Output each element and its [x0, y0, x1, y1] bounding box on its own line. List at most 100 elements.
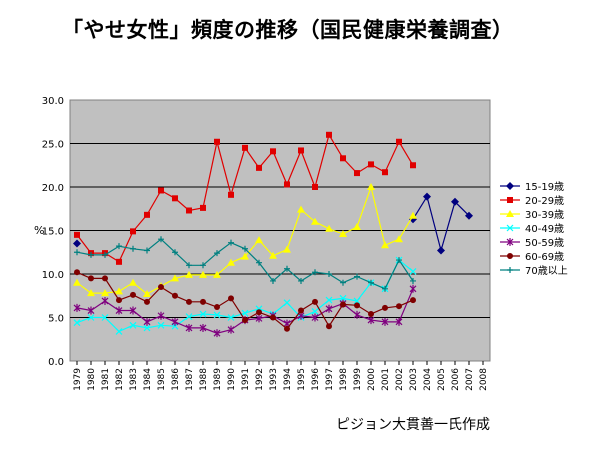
data-point-star	[255, 314, 263, 323]
data-point-triangle	[129, 278, 137, 286]
data-point-star	[185, 323, 193, 332]
x-tick-label: 2007	[465, 368, 475, 391]
data-point-circle	[130, 291, 136, 298]
data-point-square	[326, 131, 332, 138]
x-tick-label: 1992	[255, 368, 265, 391]
data-point-star	[101, 296, 109, 305]
data-point-x	[185, 313, 193, 321]
chart-title: 「やせ女性」頻度の推移（国民健康栄養調査）	[62, 18, 514, 42]
y-tick-label: 20.0	[42, 183, 64, 194]
series-2	[74, 131, 416, 265]
data-point-plus	[256, 259, 262, 266]
x-tick-label: 1994	[283, 368, 293, 391]
data-point-triangle	[283, 245, 291, 253]
data-point-triangle	[297, 205, 305, 213]
x-tick-label: 2001	[381, 368, 391, 391]
data-point-x	[325, 296, 333, 304]
data-point-triangle	[339, 229, 347, 237]
data-point-triangle	[227, 258, 235, 266]
data-point-plus	[382, 285, 388, 292]
data-point-x	[311, 307, 319, 315]
data-point-star	[171, 317, 179, 326]
data-point-circle	[144, 298, 150, 305]
data-point-star	[325, 304, 333, 313]
data-point-square	[312, 184, 318, 190]
data-point-star	[213, 329, 221, 338]
data-point-circle	[228, 295, 234, 302]
data-point-circle	[298, 307, 304, 314]
data-point-diamond	[451, 197, 459, 206]
data-point-x	[157, 321, 165, 329]
legend-item: 50-59歳	[500, 237, 564, 249]
data-point-square	[130, 228, 136, 235]
data-point-triangle	[115, 287, 123, 295]
x-tick-label: 1985	[157, 368, 167, 391]
data-point-star	[115, 306, 123, 315]
data-point-x	[115, 327, 123, 335]
data-point-plus	[172, 249, 178, 256]
data-point-square	[270, 148, 276, 155]
data-point-triangle	[325, 224, 333, 232]
data-point-triangle	[101, 289, 109, 297]
data-point-star	[73, 303, 81, 312]
data-point-plus	[242, 245, 248, 252]
data-point-diamond	[506, 182, 514, 190]
x-tick-label: 2002	[395, 368, 405, 391]
y-axis-ticks: 0.0 5.0 10.0 15.0 20.0 25.0 30.0	[42, 96, 64, 368]
data-point-plus	[228, 239, 234, 246]
data-point-plus	[158, 236, 164, 243]
data-point-x	[227, 314, 235, 321]
data-point-x	[283, 299, 291, 307]
data-point-circle	[270, 314, 276, 321]
data-point-diamond	[465, 211, 473, 220]
data-point-circle	[340, 301, 346, 308]
data-point-circle	[410, 297, 416, 304]
data-point-diamond	[423, 192, 431, 201]
legend-item: 30-39歳	[500, 209, 564, 221]
data-point-triangle	[241, 252, 249, 260]
data-point-circle	[116, 297, 122, 304]
data-point-triangle	[213, 270, 221, 278]
credit-text: ピジョン大貫善一氏作成	[336, 417, 490, 433]
data-point-circle	[382, 304, 388, 311]
data-point-triangle	[381, 241, 389, 249]
data-point-triangle	[409, 211, 417, 219]
y-tick-label: 30.0	[42, 96, 64, 107]
data-point-star	[129, 306, 137, 315]
x-tick-label: 2000	[367, 368, 377, 391]
data-point-square	[228, 191, 234, 198]
series-6	[74, 269, 416, 332]
data-point-triangle	[367, 183, 375, 190]
legend-label: 15-19歳	[525, 181, 564, 193]
data-point-square	[186, 207, 192, 214]
legend: 15-19歳 20-29歳 30-39歳 40-49歳 50-59歳 60-69歳 70歳以…	[500, 181, 568, 277]
data-point-square	[410, 162, 416, 169]
data-point-plus	[200, 262, 206, 269]
y-tick-label: 15.0	[42, 227, 64, 238]
data-point-plus	[298, 277, 304, 284]
data-point-square	[382, 169, 388, 176]
x-tick-label: 2003	[409, 368, 419, 391]
data-point-square	[507, 197, 513, 203]
data-point-circle	[242, 317, 248, 324]
data-point-triangle	[143, 290, 151, 298]
data-point-plus	[284, 265, 290, 272]
data-point-circle	[312, 298, 318, 305]
data-point-star	[87, 306, 95, 315]
x-tick-label: 1981	[101, 368, 111, 391]
y-tick-label: 10.0	[42, 270, 64, 281]
data-point-star	[157, 311, 165, 320]
x-tick-label: 1979	[73, 368, 83, 391]
x-tick-label: 1995	[297, 368, 307, 391]
data-point-x	[339, 294, 347, 302]
data-point-plus	[130, 245, 136, 252]
x-tick-label: 1991	[241, 368, 251, 391]
data-point-x	[213, 311, 221, 319]
gridlines	[70, 143, 490, 318]
data-point-x	[143, 324, 151, 332]
data-point-plus	[102, 251, 108, 258]
data-point-x	[199, 310, 207, 318]
data-point-triangle	[269, 251, 277, 259]
legend-label: 60-69歳	[525, 251, 564, 263]
data-point-square	[144, 211, 150, 218]
